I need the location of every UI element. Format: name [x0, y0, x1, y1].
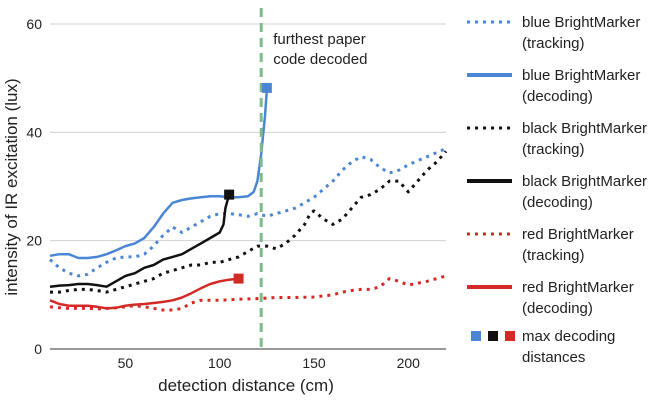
legend-label-blue-decoding-1: (decoding) — [522, 88, 593, 105]
legend-label-black-tracking-1: (tracking) — [522, 141, 585, 158]
legend-label-red-tracking-1: (tracking) — [522, 247, 585, 264]
gridlines — [50, 23, 446, 242]
legend-label-red-tracking-0: red BrightMarker — [522, 226, 634, 243]
max-decoding-marker-2 — [233, 273, 244, 284]
x-tick-label-200: 200 — [397, 355, 421, 371]
legend-label-blue-decoding-0: blue BrightMarker — [522, 67, 640, 84]
x-tick-label-150: 150 — [302, 355, 326, 371]
x-tick-label-100: 100 — [208, 355, 232, 371]
series-line-black-tracking — [50, 150, 448, 294]
legend-label-blue-tracking-0: blue BrightMarker — [522, 14, 640, 31]
y-tick-label-0: 0 — [34, 341, 42, 357]
max-decoding-marker-0 — [261, 82, 272, 93]
legend: blue BrightMarker (tracking) blue BrightMa… — [467, 14, 647, 366]
reference-line-label-1: code decoded — [273, 51, 367, 68]
series-line-black-decoding — [49, 194, 231, 288]
x-tick-label-50: 50 — [118, 355, 134, 371]
max-decoding-markers — [224, 82, 272, 284]
y-axis-ticks: 0 20 40 60 — [26, 16, 42, 357]
legend-label-black-decoding-1: (decoding) — [522, 194, 593, 211]
max-decoding-marker-1 — [224, 189, 235, 200]
y-tick-label-60: 60 — [26, 16, 42, 32]
legend-label-red-decoding-1: (decoding) — [522, 300, 593, 317]
legend-label-black-decoding-0: black BrightMarker — [522, 173, 647, 190]
series-line-red-decoding — [49, 277, 239, 310]
y-axis-title: intensity of IR excitation (lux) — [2, 78, 21, 295]
x-axis-ticks: 50 100 150 200 — [118, 355, 421, 371]
series-layer — [49, 88, 448, 312]
series-line-blue-tracking — [49, 147, 447, 278]
legend-marker-swatch-0 — [471, 331, 481, 341]
legend-marker-swatch-2 — [505, 331, 515, 341]
series-line-red-tracking — [49, 274, 447, 312]
reference-line-label-0: furthest paper — [273, 31, 366, 48]
legend-label-blue-tracking-1: (tracking) — [522, 35, 585, 52]
legend-label-max-decoding-0: max decoding — [522, 328, 615, 345]
legend-label-red-decoding-0: red BrightMarker — [522, 279, 634, 296]
series-line-blue-decoding — [49, 88, 269, 260]
legend-label-max-decoding-1: distances — [522, 349, 585, 366]
y-tick-label-40: 40 — [26, 124, 42, 140]
y-tick-label-20: 20 — [26, 233, 42, 249]
legend-label-black-tracking-0: black BrightMarker — [522, 120, 647, 137]
legend-marker-swatch-1 — [488, 331, 498, 341]
reference-line-group: furthest paper code decoded — [259, 8, 367, 349]
x-axis-title: detection distance (cm) — [158, 376, 334, 395]
